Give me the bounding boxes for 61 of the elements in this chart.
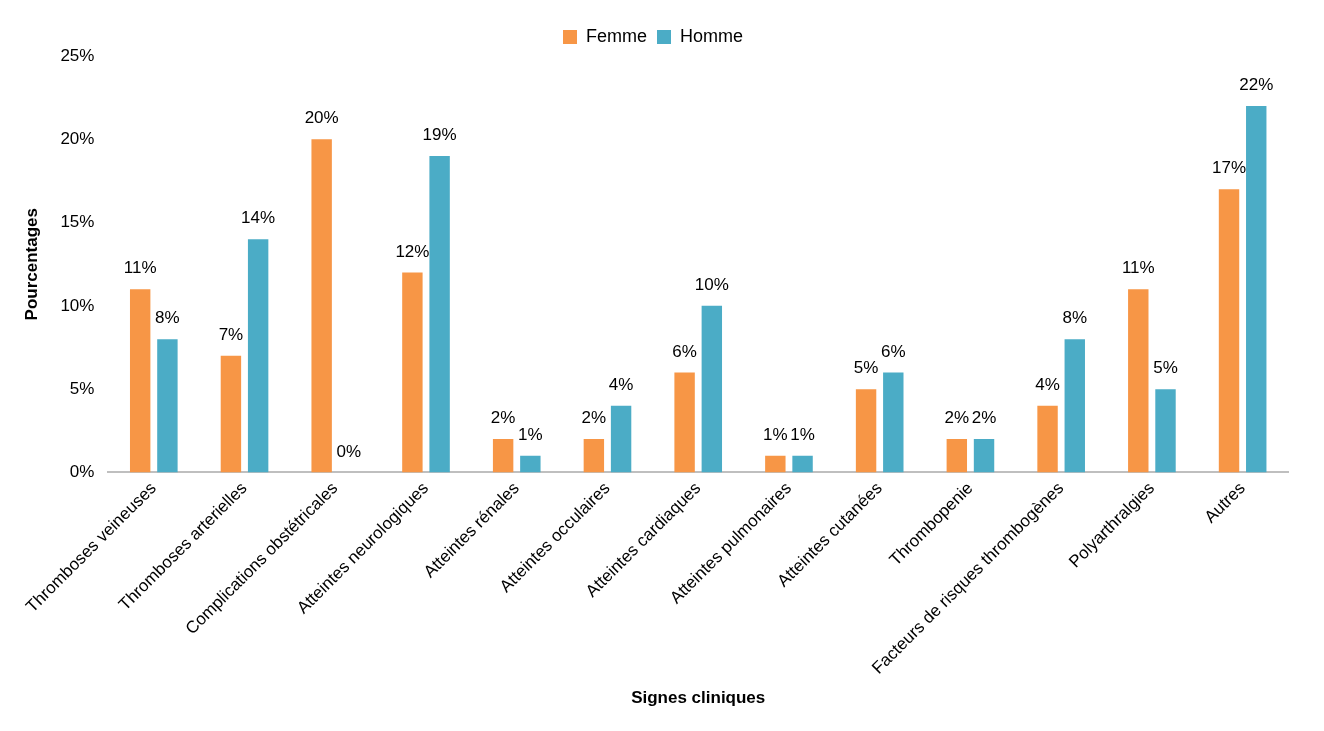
data-label: 7% [218,325,244,345]
legend-label: Homme [680,25,744,46]
data-label: 14% [241,208,276,228]
bar [674,372,695,473]
data-label: 2% [971,408,997,428]
bar [1155,389,1176,473]
bar [1064,339,1085,473]
bar [429,155,450,473]
data-label: 8% [155,308,180,328]
bar [792,455,813,473]
data-label: 2% [490,408,516,428]
data-label: 4% [1035,374,1060,394]
data-label: 1% [518,424,543,444]
y-axis-title: Pourcentages [21,207,41,321]
bar [492,439,514,473]
x-axis-title: Signes cliniques [631,688,766,708]
data-label: 0% [336,441,362,461]
data-label: 6% [672,341,697,361]
bar [311,139,332,473]
bar [610,405,632,473]
bar [520,455,541,473]
bar [701,305,723,473]
bar [583,439,605,473]
data-label: 10% [694,275,729,295]
data-label: 6% [881,341,906,361]
data-label: 12% [395,241,430,261]
y-tick-label: 0% [69,462,95,482]
bar [220,355,242,473]
bar [946,439,968,473]
bar [883,372,904,473]
y-tick-label: 15% [60,212,95,232]
bar [157,339,178,473]
bar [1037,405,1058,473]
data-label: 19% [422,125,457,145]
bar [973,439,995,473]
bar [129,289,151,473]
legend-label: Femme [585,25,648,46]
y-tick-label: 20% [60,128,95,148]
bar [402,272,423,473]
data-label: 11% [123,258,157,278]
bar [855,389,877,473]
y-tick-label: 5% [69,378,95,398]
bar [1246,105,1267,473]
bar [765,455,786,473]
bar [1218,189,1240,473]
data-label: 20% [304,108,339,128]
bar [1128,289,1149,473]
data-label: 11% [1121,258,1155,278]
data-label: 1% [790,424,815,444]
y-tick-label: 10% [60,295,95,315]
data-label: 8% [1062,308,1088,328]
data-label: 17% [1212,158,1247,178]
data-label: 4% [608,374,634,394]
data-label: 1% [763,424,788,444]
bar [247,239,269,473]
data-label: 2% [944,408,970,428]
data-label: 2% [581,408,607,428]
data-label: 5% [1153,358,1178,378]
data-label: 5% [853,358,879,378]
data-label: 22% [1239,75,1274,95]
y-tick-label: 25% [60,45,95,65]
